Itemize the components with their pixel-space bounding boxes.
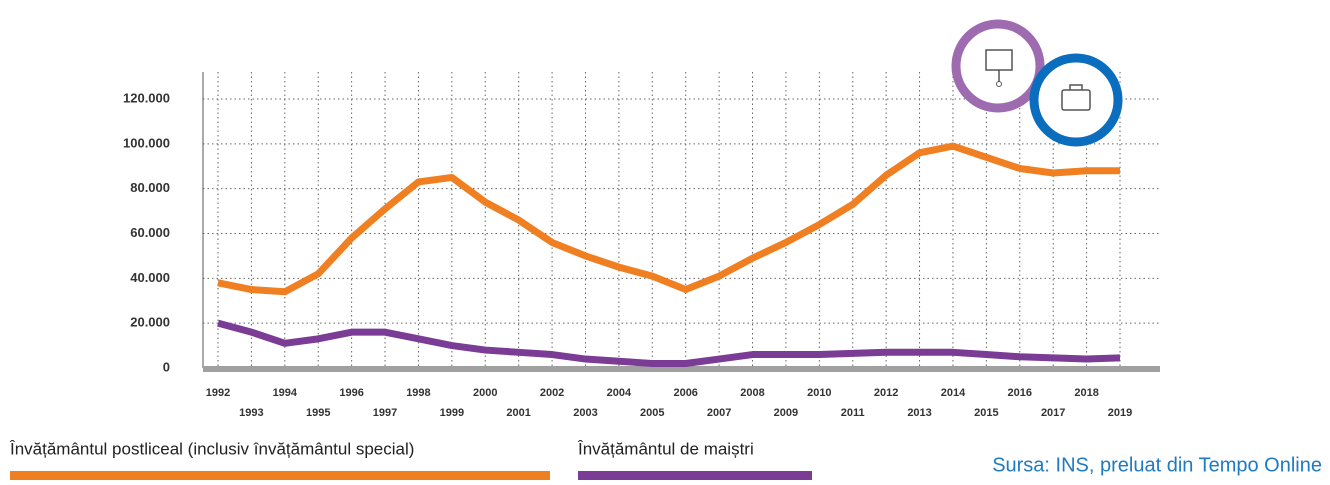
legend-label: Învățământul de maiștri: [577, 439, 754, 458]
x-tick-label: 1998: [406, 387, 430, 399]
x-tick-label: 2013: [907, 407, 931, 419]
x-tick-label: 1995: [306, 407, 330, 419]
y-tick-label: 120.000: [123, 90, 170, 105]
x-tick-label: 1992: [206, 387, 230, 399]
x-tick-label: 2016: [1008, 387, 1032, 399]
series-line: [217, 319, 1121, 368]
x-tick-label: 2018: [1074, 387, 1098, 399]
x-tick-label: 2006: [673, 387, 697, 399]
x-tick-label: 2003: [573, 407, 597, 419]
x-tick-label: 2019: [1108, 407, 1132, 419]
legend-swatch: [10, 471, 550, 480]
y-tick-label: 80.000: [130, 180, 170, 195]
x-tick-label: 2007: [707, 407, 731, 419]
x-tick-label: 2008: [740, 387, 764, 399]
x-tick-label: 2011: [841, 407, 865, 419]
icons: [951, 19, 1123, 147]
x-tick-label: 2010: [807, 387, 831, 399]
y-tick-label: 40.000: [130, 270, 170, 285]
x-tick-label: 1997: [373, 407, 397, 419]
x-tick-label: 1996: [339, 387, 363, 399]
y-tick-label: 100.000: [123, 135, 170, 150]
source: Sursa: INS, preluat din Tempo Online: [992, 454, 1322, 476]
x-tick-label: 1999: [440, 407, 464, 419]
x-tick-label: 2015: [974, 407, 998, 419]
x-tick-label: 2005: [640, 407, 664, 419]
y-tick-label: 60.000: [130, 225, 170, 240]
x-tick-label: 1994: [273, 387, 298, 399]
x-tick-label: 2001: [506, 407, 530, 419]
y-tick-label: 20.000: [130, 315, 170, 330]
x-tick-label: 2002: [540, 387, 564, 399]
x-tick-label: 2017: [1041, 407, 1065, 419]
x-tick-label: 2009: [774, 407, 798, 419]
x-tick-label: 2012: [874, 387, 898, 399]
x-tick-label: 2004: [607, 387, 632, 399]
legend-label: Învățământul postliceal (inclusiv învăță…: [9, 439, 414, 458]
legend-swatch: [578, 471, 812, 480]
x-tick-label: 2000: [473, 387, 497, 399]
x-tick-label: 1993: [239, 407, 263, 419]
x-tick-label: 2014: [941, 387, 966, 399]
y-tick-label: 0: [163, 359, 170, 374]
x-axis: [203, 366, 1160, 372]
series-line: [217, 142, 1120, 296]
